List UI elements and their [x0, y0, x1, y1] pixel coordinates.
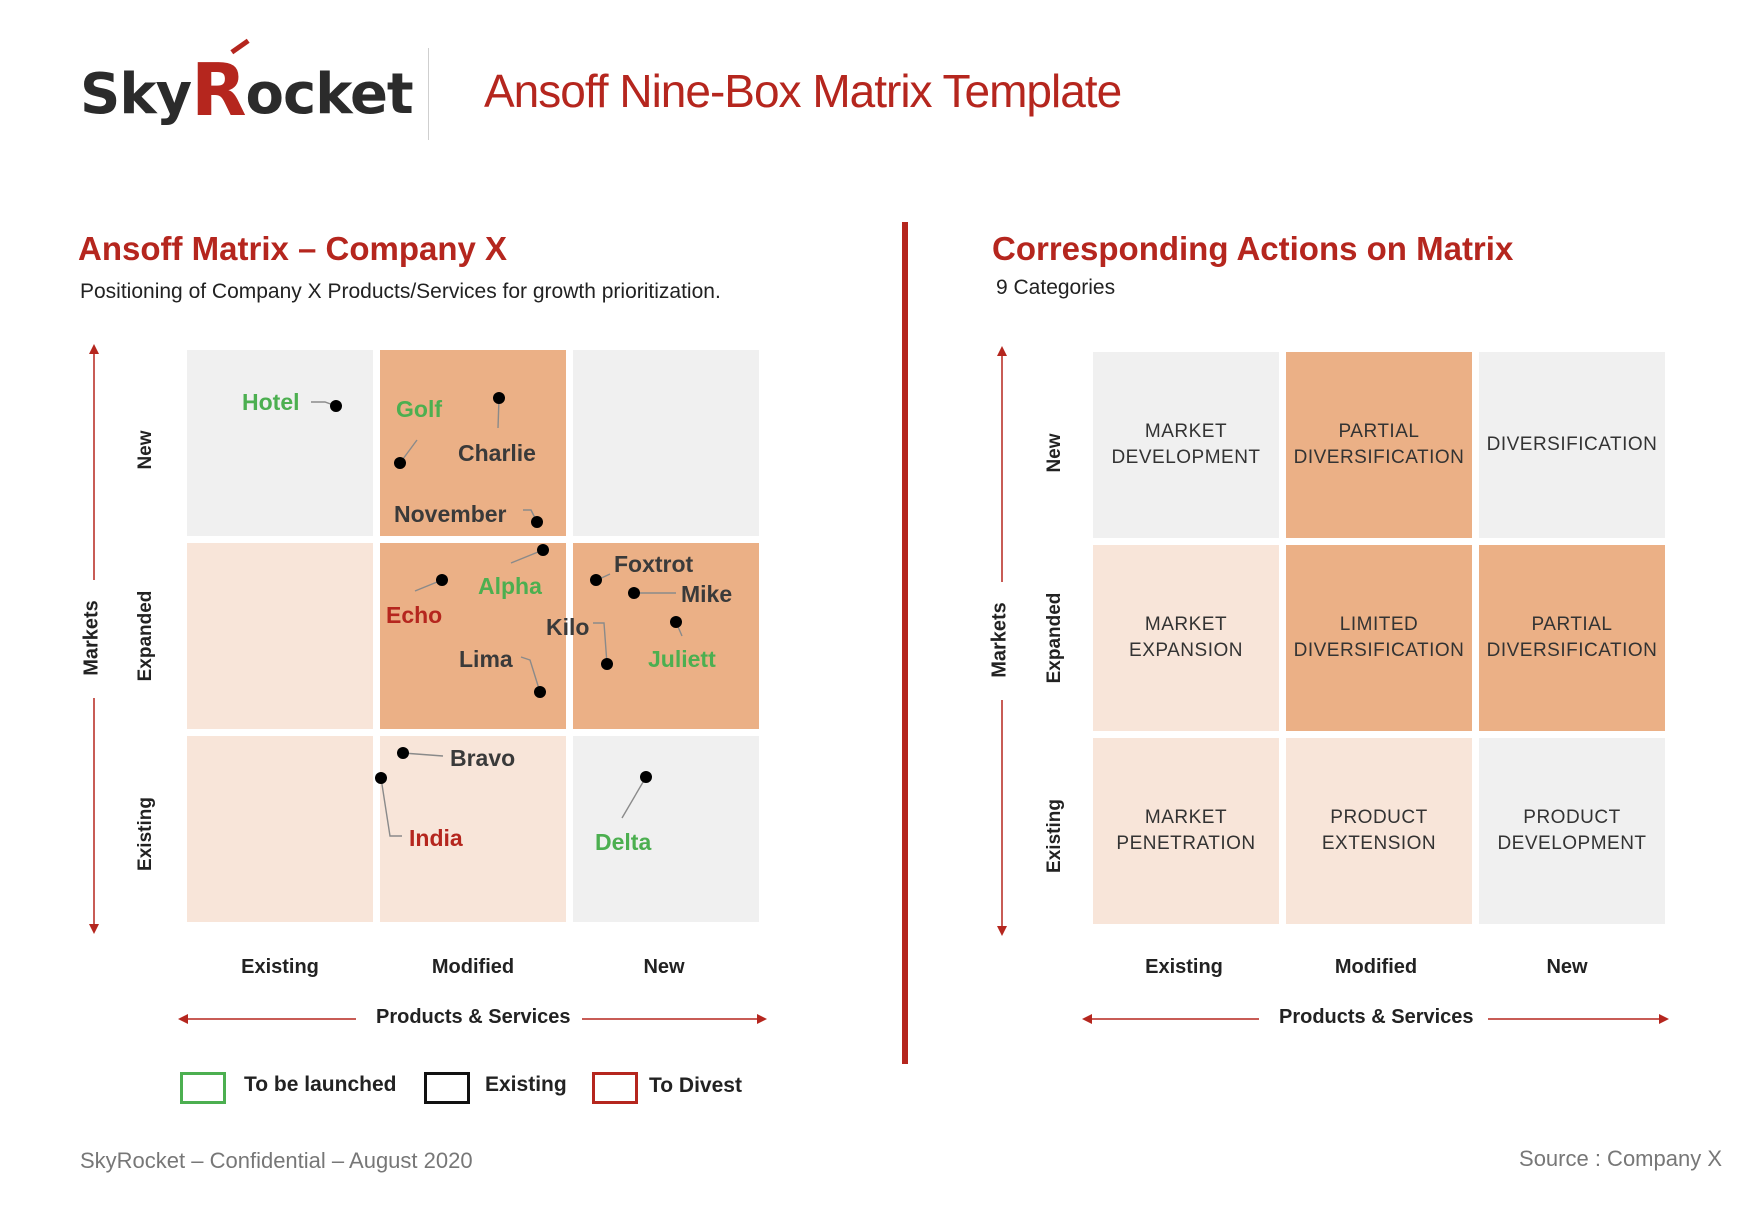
cell-label: MARKET PENETRATION: [1116, 807, 1256, 854]
right-cell-partial-diversification-top: PARTIAL DIVERSIFICATION: [1286, 352, 1472, 538]
cell-label: PARTIAL DIVERSIFICATION: [1293, 421, 1465, 468]
right-cell-market-penetration: MARKET PENETRATION: [1093, 738, 1279, 924]
point-dot-echo: [436, 574, 448, 586]
leader-lima: [520, 656, 541, 693]
header-divider: [428, 48, 429, 140]
right-cell-market-expansion: MARKET EXPANSION: [1093, 545, 1279, 731]
skyrocket-logo: SkyRocket: [80, 48, 414, 132]
footer-confidential: SkyRocket – Confidential – August 2020: [80, 1148, 473, 1173]
left-section-subtitle: Positioning of Company X Products/Servic…: [80, 280, 721, 303]
point-dot-alpha: [537, 544, 549, 556]
point-dot-hotel: [330, 400, 342, 412]
right-col-label-modified: Modified: [1334, 956, 1418, 978]
section-divider: [902, 222, 908, 1064]
right-cell-market-development: MARKET DEVELOPMENT: [1093, 352, 1279, 538]
point-label-india: India: [409, 825, 463, 851]
left-cell-expanded-modified: [380, 543, 566, 729]
point-label-charlie: Charlie: [458, 440, 536, 466]
point-dot-mike: [628, 587, 640, 599]
left-x-axis-title: Products & Services: [376, 1006, 571, 1028]
left-cell-existing-modified: [380, 736, 566, 922]
legend-swatch-to-divest: [592, 1072, 638, 1104]
legend-label-to-divest: To Divest: [649, 1074, 742, 1097]
leader-india: [380, 777, 402, 837]
cell-label: PRODUCT DEVELOPMENT: [1497, 807, 1647, 854]
left-row-label-new: New: [135, 430, 156, 470]
point-dot-november: [531, 516, 543, 528]
left-cell-new-modified: [380, 350, 566, 536]
left-col-label-existing: Existing: [241, 956, 319, 978]
leader-bravo: [402, 752, 444, 757]
point-label-echo: Echo: [386, 602, 443, 628]
point-dot-india: [375, 772, 387, 784]
legend-label-to-be-launched: To be launched: [244, 1073, 397, 1096]
left-cell-new-new: [573, 350, 759, 536]
cell-label: LIMITED DIVERSIFICATION: [1293, 614, 1465, 661]
cell-label: DIVERSIFICATION: [1486, 434, 1658, 455]
point-dot-lima: [534, 686, 546, 698]
page-title: Ansoff Nine-Box Matrix Template: [484, 65, 1122, 117]
point-label-bravo: Bravo: [450, 745, 516, 771]
point-dot-charlie: [493, 392, 505, 404]
left-cell-existing-new: [573, 736, 759, 922]
leader-delta: [621, 776, 647, 819]
point-label-delta: Delta: [595, 829, 652, 855]
left-col-label-modified: Modified: [431, 956, 515, 978]
point-dot-golf: [394, 457, 406, 469]
left-row-label-existing: Existing: [135, 797, 156, 871]
left-section-title: Ansoff Matrix – Company X: [78, 230, 508, 267]
leader-kilo: [593, 622, 608, 665]
right-row-label-expanded: Expanded: [1044, 592, 1065, 684]
footer-source: Source : Company X: [1519, 1146, 1722, 1171]
point-label-lima: Lima: [459, 646, 513, 672]
point-dot-delta: [640, 771, 652, 783]
cell-label: PRODUCT EXTENSION: [1321, 807, 1437, 854]
right-cell-partial-diversification-mid: PARTIAL DIVERSIFICATION: [1479, 545, 1665, 731]
left-cell-existing-existing: [187, 736, 373, 922]
legend-swatch-existing: [424, 1072, 470, 1104]
point-label-alpha: Alpha: [478, 573, 542, 599]
legend-swatch-to-be-launched: [180, 1072, 226, 1104]
right-row-label-existing: Existing: [1044, 799, 1065, 873]
point-dot-foxtrot: [590, 574, 602, 586]
right-cell-product-extension: PRODUCT EXTENSION: [1286, 738, 1472, 924]
point-label-foxtrot: Foxtrot: [614, 551, 694, 577]
right-section-title: Corresponding Actions on Matrix: [992, 230, 1514, 267]
right-cell-diversification: DIVERSIFICATION: [1479, 352, 1665, 538]
point-label-hotel: Hotel: [242, 389, 300, 415]
right-col-label-existing: Existing: [1145, 956, 1223, 978]
point-label-november: November: [394, 501, 507, 527]
right-y-axis-title: Markets: [988, 602, 1011, 678]
left-cell-expanded-new: [573, 543, 759, 729]
left-y-axis-title: Markets: [80, 600, 103, 676]
cell-label: MARKET EXPANSION: [1129, 614, 1243, 661]
right-cell-product-development: PRODUCT DEVELOPMENT: [1479, 738, 1665, 924]
right-col-label-new: New: [1546, 956, 1588, 978]
left-col-label-new: New: [643, 956, 685, 978]
point-label-mike: Mike: [681, 581, 733, 607]
right-section-subtitle: 9 Categories: [996, 276, 1116, 299]
point-label-golf: Golf: [396, 396, 442, 422]
right-row-label-new: New: [1044, 433, 1065, 473]
right-x-axis-title: Products & Services: [1279, 1006, 1474, 1028]
point-dot-kilo: [601, 658, 613, 670]
point-dot-bravo: [397, 747, 409, 759]
legend-label-existing: Existing: [485, 1073, 567, 1096]
right-cell-limited-diversification: LIMITED DIVERSIFICATION: [1286, 545, 1472, 731]
left-cell-new-existing: [187, 350, 373, 536]
point-label-juliett: Juliett: [648, 646, 716, 672]
left-cell-expanded-existing: [187, 543, 373, 729]
point-dot-juliett: [670, 616, 682, 628]
cell-label: MARKET DEVELOPMENT: [1111, 421, 1261, 468]
cell-label: PARTIAL DIVERSIFICATION: [1486, 614, 1658, 661]
left-row-label-expanded: Expanded: [135, 590, 156, 682]
point-label-kilo: Kilo: [546, 614, 590, 640]
